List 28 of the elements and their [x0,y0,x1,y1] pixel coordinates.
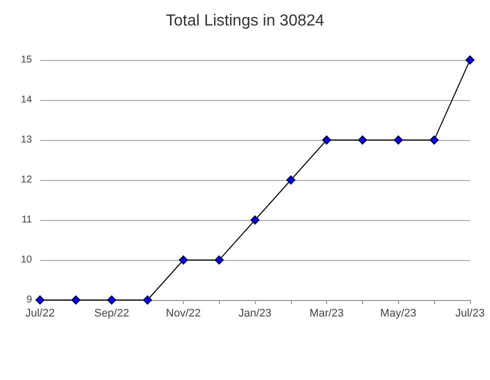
point [250,216,260,224]
point [394,136,403,144]
point [322,136,332,144]
x-tick-label: Jan/23 [238,308,272,320]
point [107,296,116,304]
point [71,296,80,304]
point [214,256,224,264]
x-tick-label: Sep/22 [94,308,130,320]
point [36,296,44,304]
y-tick-label: 11 [22,214,32,226]
y-tick-label: 15 [20,54,32,66]
point [430,136,439,144]
chart-title: Total Listings in 30824 [166,12,324,30]
x-tick-label: Nov/22 [166,308,201,320]
point [286,176,296,184]
point [358,136,367,144]
y-tick-label: 9 [26,294,32,306]
y-tick-label: 13 [20,134,32,146]
y-tick-label: 10 [20,254,32,266]
x-tick-label: May/23 [380,308,416,320]
y-tick-label: 14 [20,94,32,106]
x-tick-label: Jul/22 [25,308,55,320]
point [466,56,474,64]
y-tick-label: 12 [20,174,32,186]
point [143,296,152,304]
x-tick-label: Jul/23 [455,308,485,320]
point [178,256,188,264]
x-tick-label: Mar/23 [310,308,344,320]
